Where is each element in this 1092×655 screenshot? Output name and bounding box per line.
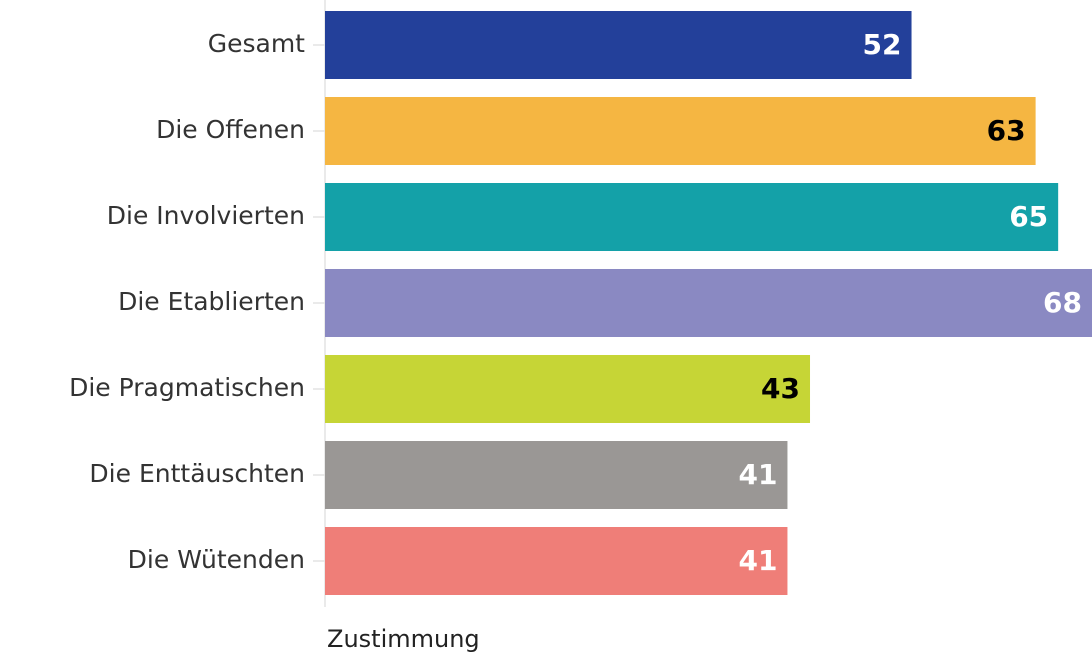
y-tick-label: Gesamt <box>208 29 305 58</box>
value-label: 52 <box>863 28 902 61</box>
value-label: 68 <box>1043 286 1082 319</box>
bar <box>325 97 1036 165</box>
value-label: 65 <box>1009 200 1048 233</box>
y-tick-label: Die Wütenden <box>128 545 305 574</box>
y-tick-label: Die Involvierten <box>107 201 305 230</box>
bar <box>325 441 788 509</box>
bar <box>325 11 912 79</box>
value-label: 63 <box>987 114 1026 147</box>
bar <box>325 269 1092 337</box>
bar <box>325 527 788 595</box>
x-axis-label: Zustimmung <box>327 625 480 653</box>
bar <box>325 355 811 423</box>
y-tick-label: Die Pragmatischen <box>69 373 305 402</box>
y-tick-label: Die Etablierten <box>118 287 305 316</box>
value-label: 41 <box>738 544 777 577</box>
value-label: 43 <box>761 372 800 405</box>
value-label: 41 <box>738 458 777 491</box>
bar <box>325 183 1059 251</box>
y-tick-label: Die Offenen <box>156 115 305 144</box>
y-tick-label: Die Enttäuschten <box>89 459 305 488</box>
